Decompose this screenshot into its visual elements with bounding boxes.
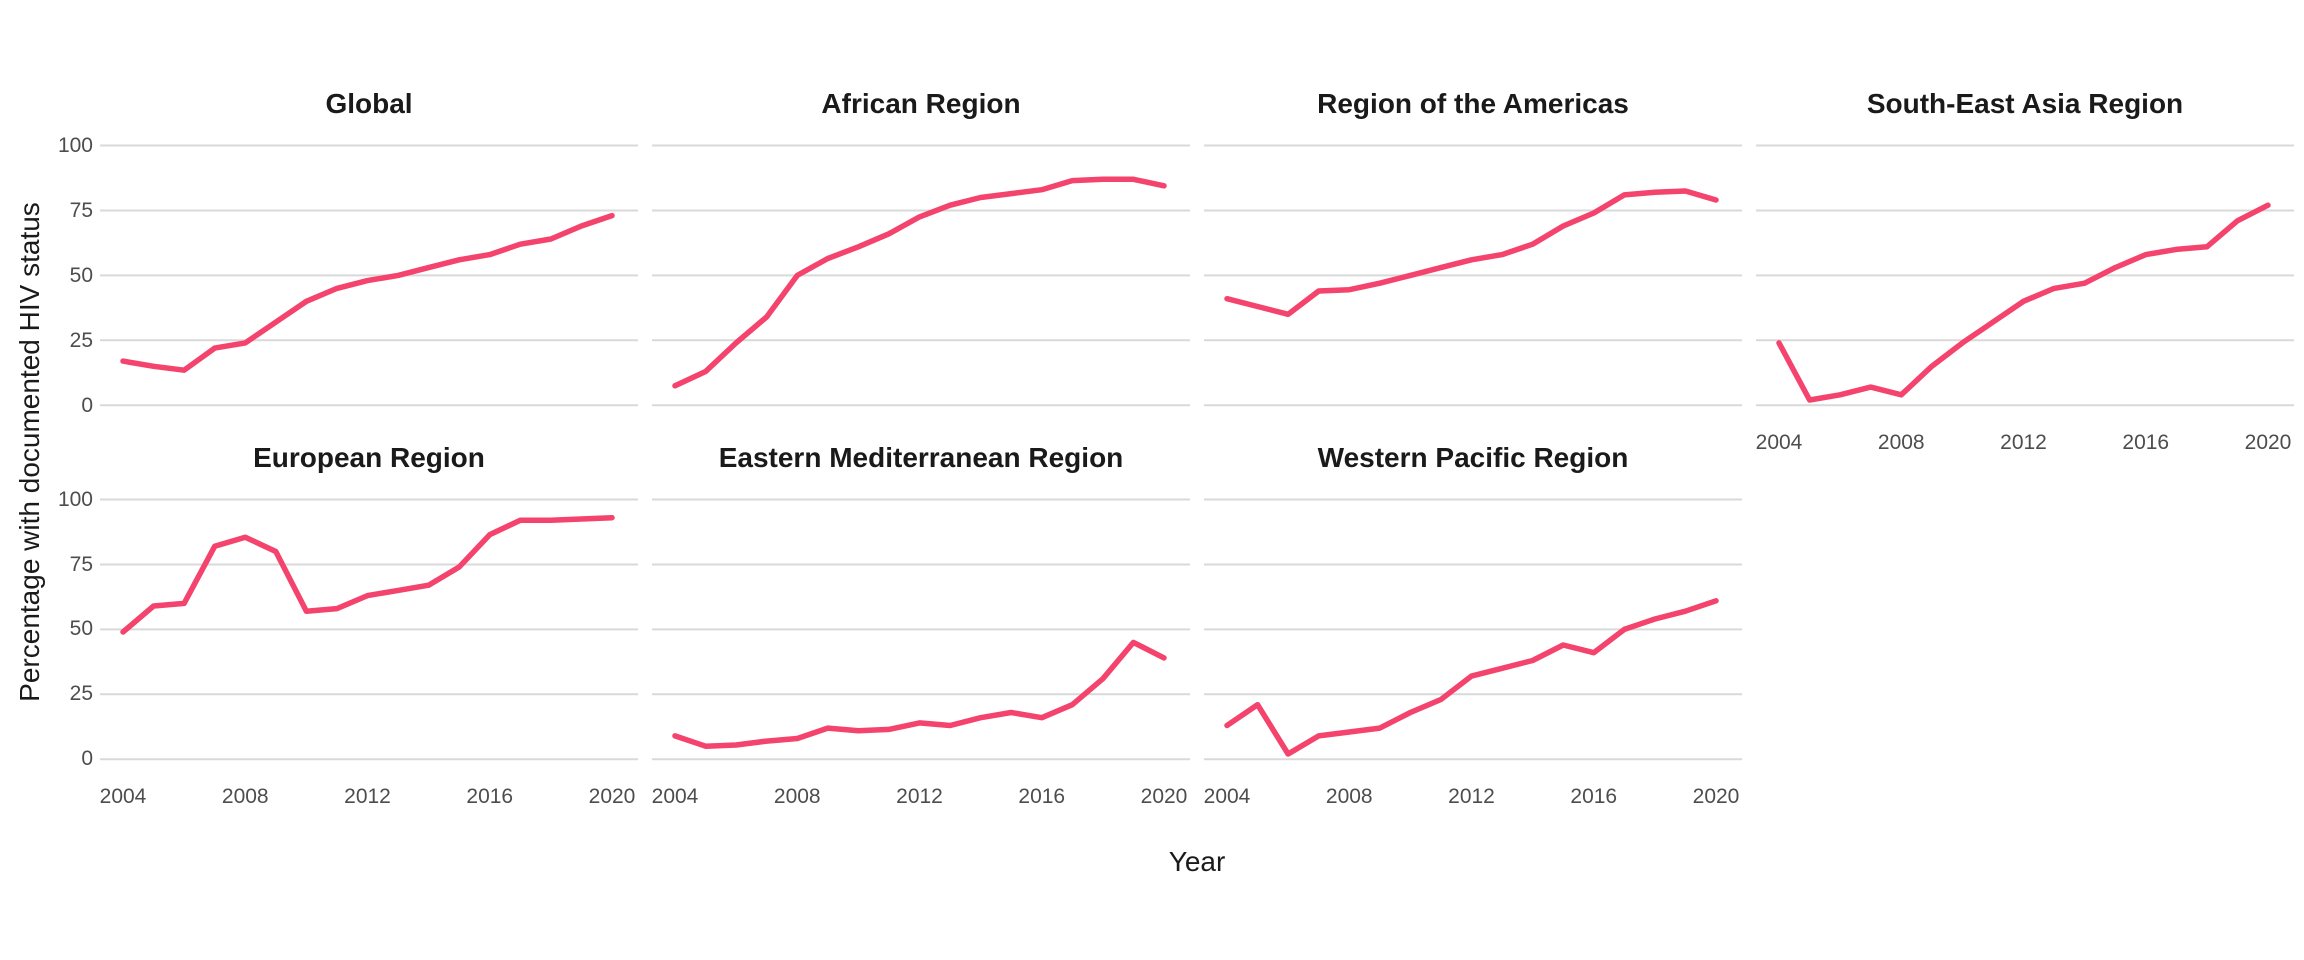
facet-title-african-region: African Region <box>821 88 1021 120</box>
facet-title-european-region: European Region <box>253 442 485 474</box>
trend-line-eastern-mediterranean-region <box>672 639 1167 750</box>
x-tick-label-european-region-2012: 2012 <box>344 784 391 808</box>
y-tick-label-75: 75 <box>69 552 93 576</box>
x-tick-label-eastern-mediterranean-region-2016: 2016 <box>1018 784 1066 808</box>
x-tick-label-european-region-2008: 2008 <box>221 784 269 808</box>
trend-line-global <box>120 213 615 374</box>
y-tick-label-0: 0 <box>81 747 93 771</box>
y-tick-label-100: 100 <box>57 133 93 157</box>
trend-line-european-region <box>120 515 615 635</box>
x-tick-label-european-region-2020: 2020 <box>588 784 636 808</box>
x-tick-label-south-east-asia-region-2012: 2012 <box>2000 431 2047 455</box>
x-tick-label-european-region-2004: 2004 <box>99 784 147 808</box>
facet-title-eastern-mediterranean-region: Eastern Mediterranean Region <box>718 442 1124 474</box>
y-tick-label-25: 25 <box>69 682 93 706</box>
x-tick-label-eastern-mediterranean-region-2004: 2004 <box>651 784 699 808</box>
facet-panel-global <box>100 144 638 407</box>
trend-line-african-region <box>672 177 1167 390</box>
facet-panel-western-pacific-region <box>1204 498 1742 761</box>
facet-panel-eastern-mediterranean-region <box>652 498 1190 761</box>
facet-title-region-of-the-americas: Region of the Americas <box>1317 88 1629 120</box>
x-tick-label-western-pacific-region-2012: 2012 <box>1448 784 1495 808</box>
facet-panel-region-of-the-americas <box>1204 144 1742 407</box>
trend-line-western-pacific-region <box>1224 598 1719 757</box>
y-tick-label-0: 0 <box>81 393 93 417</box>
x-tick-label-european-region-2016: 2016 <box>466 784 514 808</box>
facet-title-global: Global <box>325 88 413 120</box>
y-tick-label-100: 100 <box>57 487 93 511</box>
x-tick-label-eastern-mediterranean-region-2020: 2020 <box>1140 784 1188 808</box>
facet-panel-african-region <box>652 144 1190 407</box>
facet-title-south-east-asia-region: South-East Asia Region <box>1866 88 2184 120</box>
x-tick-label-western-pacific-region-2004: 2004 <box>1203 784 1251 808</box>
y-tick-label-75: 75 <box>69 198 93 222</box>
y-tick-label-25: 25 <box>69 328 93 352</box>
facet-panel-european-region <box>100 498 638 761</box>
x-tick-label-eastern-mediterranean-region-2008: 2008 <box>773 784 821 808</box>
x-tick-label-south-east-asia-region-2016: 2016 <box>2122 431 2170 455</box>
x-tick-label-south-east-asia-region-2020: 2020 <box>2244 431 2292 455</box>
x-axis-title: Year <box>1168 846 1226 877</box>
x-tick-label-eastern-mediterranean-region-2012: 2012 <box>896 784 943 808</box>
x-tick-label-south-east-asia-region-2004: 2004 <box>1755 431 1803 455</box>
facet-panel-south-east-asia-region <box>1756 144 2294 407</box>
x-tick-label-western-pacific-region-2016: 2016 <box>1570 784 1618 808</box>
y-tick-label-50: 50 <box>69 263 93 287</box>
y-tick-label-50: 50 <box>69 617 93 641</box>
x-tick-label-south-east-asia-region-2008: 2008 <box>1877 431 1925 455</box>
facet-title-western-pacific-region: Western Pacific Region <box>1317 442 1629 474</box>
trend-line-south-east-asia-region <box>1776 202 2271 404</box>
trend-line-region-of-the-americas <box>1224 188 1719 318</box>
x-tick-label-western-pacific-region-2008: 2008 <box>1325 784 1373 808</box>
x-tick-label-western-pacific-region-2020: 2020 <box>1692 784 1740 808</box>
